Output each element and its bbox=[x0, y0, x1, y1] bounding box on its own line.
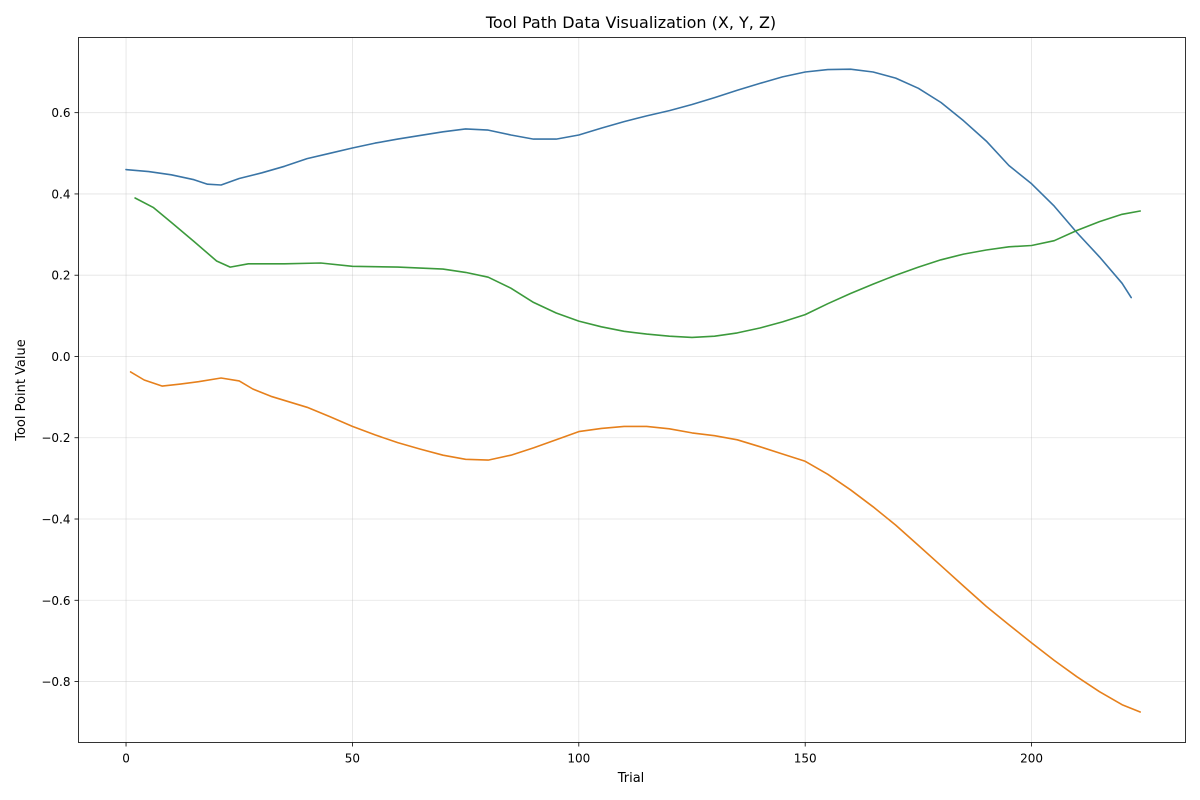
y-tick-label: 0.2 bbox=[51, 269, 70, 283]
y-axis-label: Tool Point Value bbox=[14, 339, 29, 442]
x-tick-label: 0 bbox=[122, 752, 130, 766]
x-tick-label: 100 bbox=[567, 752, 590, 766]
y-tick-label: −0.2 bbox=[41, 431, 70, 445]
x-tick-label: 150 bbox=[794, 752, 817, 766]
x-axis-ticks: 0 50 100 150 200 bbox=[122, 742, 1043, 766]
y-tick-label: 0.0 bbox=[51, 350, 70, 364]
plot-frame bbox=[78, 37, 1186, 743]
y-tick-label: 0.6 bbox=[51, 106, 70, 120]
series-lines bbox=[125, 68, 1141, 713]
x-axis-label: Trial bbox=[617, 771, 645, 786]
y-tick-label: 0.4 bbox=[51, 187, 70, 201]
chart-title: Tool Path Data Visualization (X, Y, Z) bbox=[485, 13, 776, 32]
y-tick-label: −0.8 bbox=[41, 675, 70, 689]
x-tick-label: 200 bbox=[1020, 752, 1043, 766]
series-line-3 bbox=[129, 371, 1141, 713]
y-tick-label: −0.4 bbox=[41, 513, 70, 527]
y-axis-ticks: −0.8 −0.6 −0.4 −0.2 0.0 0.2 0.4 0.6 bbox=[41, 106, 79, 689]
series-line-2 bbox=[134, 197, 1141, 339]
series-line-1 bbox=[125, 68, 1132, 299]
grid-lines bbox=[78, 37, 1186, 743]
y-tick-label: −0.6 bbox=[41, 594, 70, 608]
x-tick-label: 50 bbox=[345, 752, 360, 766]
